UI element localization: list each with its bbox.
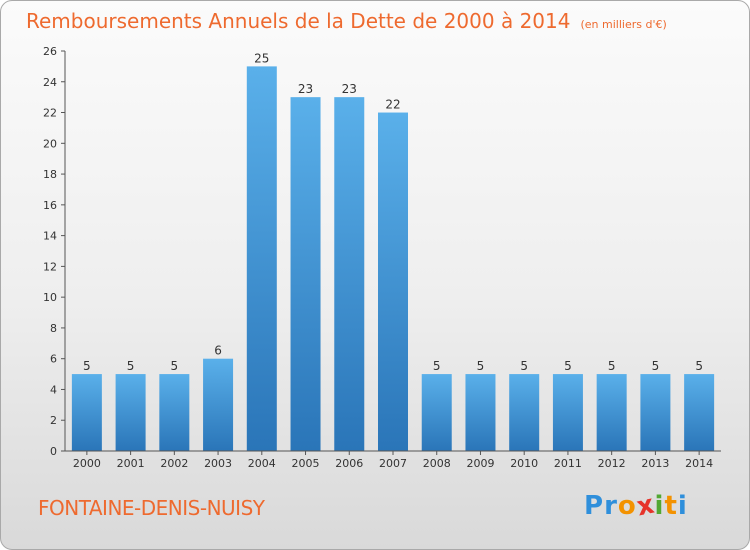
bar-2008: [421, 374, 452, 451]
data-label: 5: [520, 359, 528, 373]
bar-2007: [378, 112, 408, 452]
data-label: 5: [171, 359, 179, 373]
y-tick-label: 8: [50, 322, 57, 335]
y-tick-label: 18: [43, 168, 57, 181]
bar-2010: [509, 374, 540, 451]
x-tick-label: 2012: [598, 457, 626, 470]
bar-2002: [159, 374, 190, 451]
bar-2001: [115, 374, 146, 451]
bar-2014: [684, 374, 715, 451]
bar-2000: [71, 374, 102, 451]
data-label: 5: [433, 359, 441, 373]
y-tick-label: 26: [43, 45, 57, 58]
chart-subtitle: (en milliers d'€): [580, 18, 667, 31]
y-tick-label: 14: [43, 230, 57, 243]
data-label: 5: [477, 359, 485, 373]
x-tick-label: 2004: [248, 457, 276, 470]
bar-2003: [203, 358, 234, 451]
proxiti-logo: Proxiti: [584, 489, 688, 522]
x-tick-label: 2003: [204, 457, 232, 470]
place-name: FONTAINE-DENIS-NUISY: [38, 496, 265, 520]
data-label: 6: [214, 344, 222, 358]
y-tick-label: 12: [43, 260, 57, 273]
y-tick-label: 20: [43, 137, 57, 150]
y-tick-label: 16: [43, 199, 57, 212]
data-label: 23: [298, 82, 313, 96]
data-label: 5: [564, 359, 572, 373]
x-tick-label: 2013: [641, 457, 669, 470]
y-tick-label: 22: [43, 107, 57, 120]
x-tick-label: 2009: [466, 457, 494, 470]
data-label: 25: [254, 51, 269, 65]
logo-letter: P: [584, 491, 605, 521]
data-label: 22: [385, 98, 400, 112]
bar-2006: [334, 97, 365, 452]
y-tick-label: 10: [43, 291, 57, 304]
y-tick-label: 0: [50, 445, 57, 458]
x-tick-label: 2008: [423, 457, 451, 470]
x-tick-label: 2011: [554, 457, 582, 470]
x-tick-label: 2000: [73, 457, 101, 470]
logo-letter: i: [677, 491, 688, 521]
bar-2009: [465, 374, 496, 451]
x-tick-label: 2006: [335, 457, 363, 470]
bar-2012: [596, 374, 627, 451]
x-tick-label: 2007: [379, 457, 407, 470]
data-label: 5: [83, 359, 91, 373]
logo-letter: o: [617, 491, 637, 521]
bar-2004: [246, 66, 277, 451]
data-label: 5: [695, 359, 703, 373]
x-tick-label: 2014: [685, 457, 713, 470]
bar-2005: [290, 97, 321, 452]
y-tick-label: 6: [50, 353, 57, 366]
x-tick-label: 2001: [117, 457, 145, 470]
logo-letter: t: [664, 491, 678, 521]
chart-title: Remboursements Annuels de la Dette de 20…: [26, 9, 667, 33]
y-tick-label: 2: [50, 414, 57, 427]
y-tick-label: 24: [43, 76, 57, 89]
data-label: 5: [608, 359, 616, 373]
bar-2013: [640, 374, 671, 451]
chart-title-text: Remboursements Annuels de la Dette de 20…: [26, 9, 571, 33]
data-label: 5: [127, 359, 135, 373]
y-tick-label: 4: [50, 383, 57, 396]
bar-2011: [552, 374, 583, 451]
data-label: 5: [652, 359, 660, 373]
x-tick-label: 2002: [160, 457, 188, 470]
logo-letter: r: [604, 491, 618, 521]
x-tick-label: 2010: [510, 457, 538, 470]
logo-letter: i: [654, 491, 665, 521]
x-tick-label: 2005: [292, 457, 320, 470]
data-label: 23: [342, 82, 357, 96]
